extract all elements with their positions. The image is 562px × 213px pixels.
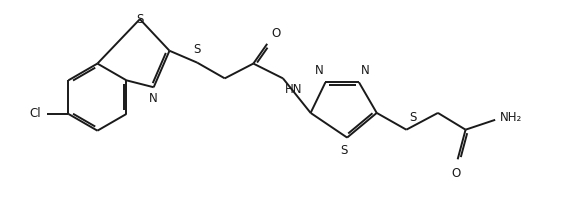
Text: N: N	[361, 64, 370, 77]
Text: S: S	[136, 13, 143, 26]
Text: Cl: Cl	[29, 107, 40, 120]
Text: HN: HN	[285, 83, 302, 96]
Text: NH₂: NH₂	[500, 111, 522, 124]
Text: S: S	[193, 43, 201, 56]
Text: O: O	[271, 27, 280, 40]
Text: O: O	[451, 167, 460, 180]
Text: S: S	[409, 111, 416, 124]
Text: N: N	[149, 92, 158, 105]
Text: S: S	[341, 144, 348, 157]
Text: N: N	[315, 64, 324, 77]
